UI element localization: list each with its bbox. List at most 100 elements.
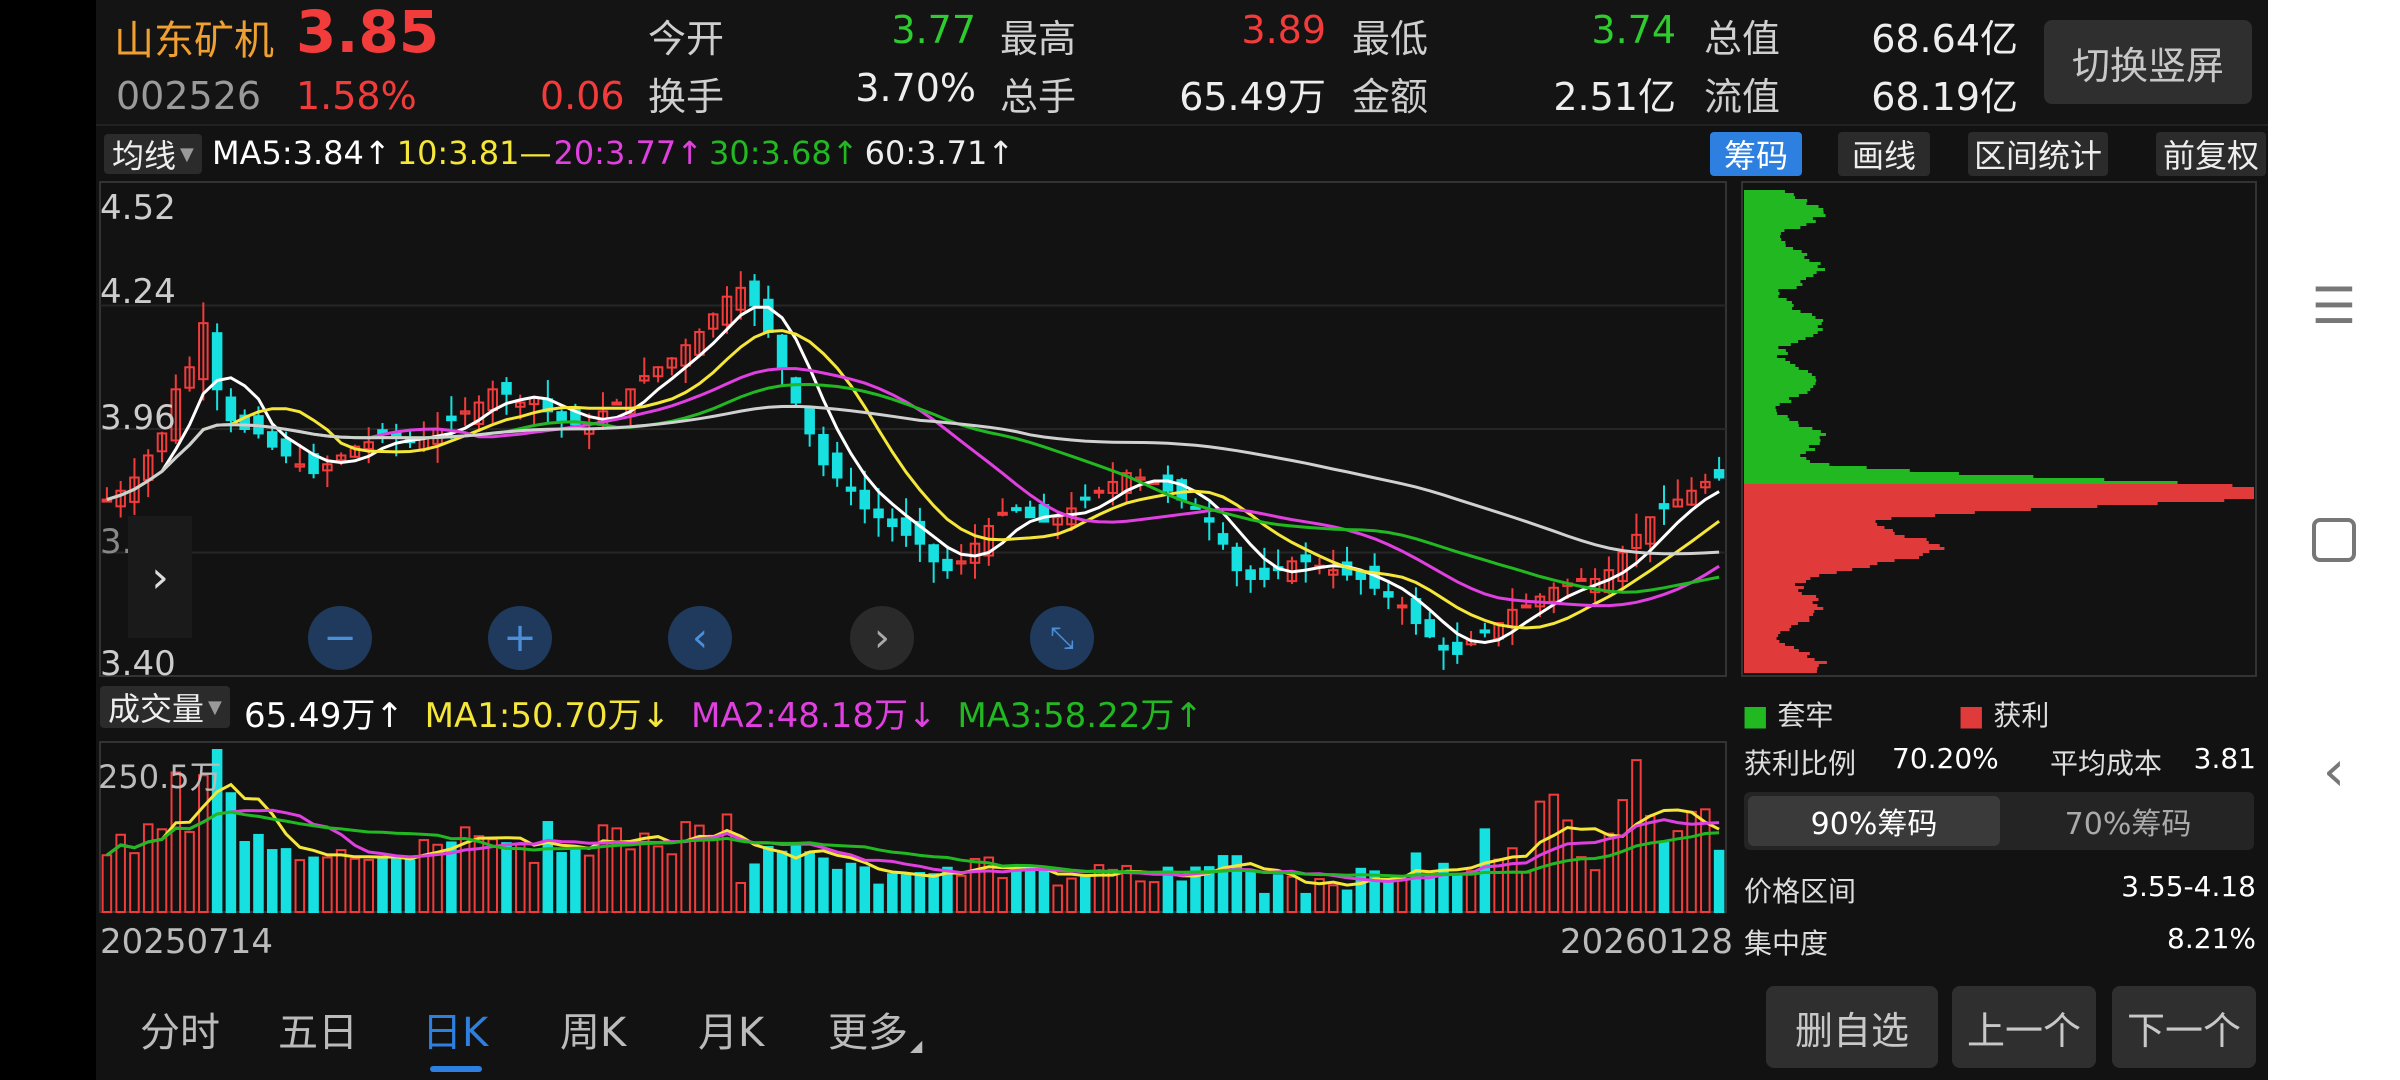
home-icon[interactable] — [2308, 514, 2360, 566]
vol-ma3: MA3:58.22万 — [957, 696, 1175, 736]
tab-chip-70[interactable]: 70%筹码 — [2064, 807, 2192, 842]
chip-profit-bar — [1744, 514, 1936, 517]
tab-chip-90[interactable]: 90%筹码 — [1748, 796, 2000, 846]
chip-profit-bar — [1744, 640, 1780, 643]
volume-bar — [1217, 855, 1229, 914]
volume-bar — [211, 749, 223, 913]
volume-bar — [1121, 864, 1132, 914]
ma30-line — [106, 382, 1720, 594]
previous-stock-button[interactable]: 上一个 — [1952, 986, 2096, 1068]
chip-trap-bar — [1744, 226, 1801, 229]
volume-bar — [487, 838, 498, 914]
back-icon[interactable]: ‹ — [2322, 739, 2346, 804]
scroll-left-icon[interactable]: ‹ — [668, 606, 732, 670]
chip-trap-bar — [1744, 337, 1806, 340]
zoom-in-icon[interactable]: + — [488, 606, 552, 670]
chip-trap-bar — [1744, 319, 1824, 322]
chip-trap-bar — [1744, 235, 1781, 238]
volume-bar — [1052, 884, 1063, 913]
candle-body — [1424, 619, 1436, 638]
chip-profit-bar — [1744, 577, 1811, 580]
chip-profit-bar — [1744, 550, 1930, 553]
chip-profit-bar — [1744, 565, 1870, 568]
volume-bar — [1190, 866, 1201, 914]
volume-bar — [1700, 808, 1711, 914]
volume-bar — [1231, 855, 1243, 914]
chip-trap-bar — [1744, 388, 1811, 391]
chip-trap-bar — [1744, 433, 1826, 436]
ma60-line — [106, 404, 1720, 556]
volume-bar — [776, 850, 788, 914]
expand-left-icon[interactable]: › — [128, 516, 192, 638]
volume-bar — [887, 873, 898, 913]
indicator-selector[interactable]: 均线 ▼ — [104, 134, 202, 175]
ma20-arrow: ↑ — [676, 134, 704, 172]
candle-body — [1686, 489, 1697, 506]
chip-profit-bar — [1744, 664, 1819, 667]
tab-forward-adjust[interactable]: 前复权 — [2156, 132, 2266, 176]
volume-indicator-selector[interactable]: 成交量 ▼ — [100, 686, 230, 728]
zoom-out-icon[interactable]: − — [308, 606, 372, 670]
volume-bar — [1314, 878, 1325, 914]
candle-body — [1658, 503, 1670, 510]
chip-profit-bar — [1744, 559, 1895, 562]
candle-body — [515, 401, 526, 408]
chip-trap-bar — [1744, 472, 1959, 475]
chip-profit-bar — [1744, 598, 1819, 601]
candle-body — [363, 441, 374, 450]
tab-five-day[interactable]: 五日 — [278, 1010, 358, 1056]
collapse-icon[interactable]: ⤡ — [1030, 606, 1094, 670]
candle-body — [707, 313, 719, 330]
candle-body — [239, 414, 250, 430]
ma20-value: 20:3.77 — [553, 134, 677, 172]
remove-watchlist-button[interactable]: 删自选 — [1766, 986, 1938, 1068]
volume-bar — [914, 872, 926, 913]
tab-range-stats[interactable]: 区间统计 — [1968, 132, 2108, 176]
price-axis-label: 3.40 — [100, 644, 176, 684]
switch-portrait-button[interactable]: 切换竖屏 — [2044, 20, 2252, 104]
chip-trap-bar — [1744, 364, 1796, 367]
scroll-right-icon[interactable]: › — [850, 606, 914, 670]
candle-body — [101, 498, 113, 503]
candle-body — [446, 415, 457, 422]
candle-body — [156, 432, 168, 453]
candlestick-series — [101, 271, 1725, 670]
last-price: 3.85 — [296, 0, 440, 66]
chip-profit-bar — [1744, 574, 1820, 577]
candle-body — [1107, 480, 1119, 494]
candle-body — [1631, 533, 1642, 549]
tab-daily-k[interactable]: 日K — [422, 1010, 489, 1056]
tab-draw-line[interactable]: 画线 — [1838, 132, 1930, 176]
volume-bar — [225, 792, 237, 914]
tab-chips[interactable]: 筹码 — [1710, 132, 1802, 176]
recents-icon[interactable]: ☰ — [2311, 277, 2357, 335]
tab-monthly-k[interactable]: 月K — [698, 1010, 765, 1056]
chip-trap-bar — [1744, 304, 1794, 307]
chip-profit-bar — [1744, 646, 1795, 649]
chip-trap-bar — [1744, 271, 1817, 274]
chip-trap-bar — [1744, 358, 1786, 361]
volume-bar — [404, 859, 416, 913]
volume-bar — [955, 874, 967, 914]
tab-weekly-k[interactable]: 周K — [560, 1010, 627, 1056]
volume-bar — [831, 868, 843, 913]
chip-trap-bar — [1744, 409, 1777, 412]
chip-profit-bar — [1744, 631, 1781, 634]
chip-trap-bar — [1744, 256, 1805, 259]
volume-bar — [707, 834, 719, 913]
more-corner-icon: ◢ — [910, 1036, 923, 1055]
chip-profit-bar — [1744, 511, 1975, 514]
chip-trap-bar — [1744, 436, 1820, 439]
profit-ratio-value: 70.20% — [1892, 742, 1999, 775]
stock-name[interactable]: 山东矿机 — [114, 18, 274, 64]
tab-more[interactable]: 更多 — [828, 1010, 908, 1056]
tab-intraday[interactable]: 分时 — [140, 1010, 220, 1056]
volume-bar — [1672, 830, 1684, 914]
volume-bar — [280, 848, 292, 913]
chip-trap-bar — [1744, 475, 2034, 478]
volume-bar — [1410, 852, 1422, 914]
next-stock-button[interactable]: 下一个 — [2112, 986, 2256, 1068]
chip-profit-bar — [1744, 583, 1795, 586]
price-axis-label: 4.52 — [100, 188, 176, 228]
